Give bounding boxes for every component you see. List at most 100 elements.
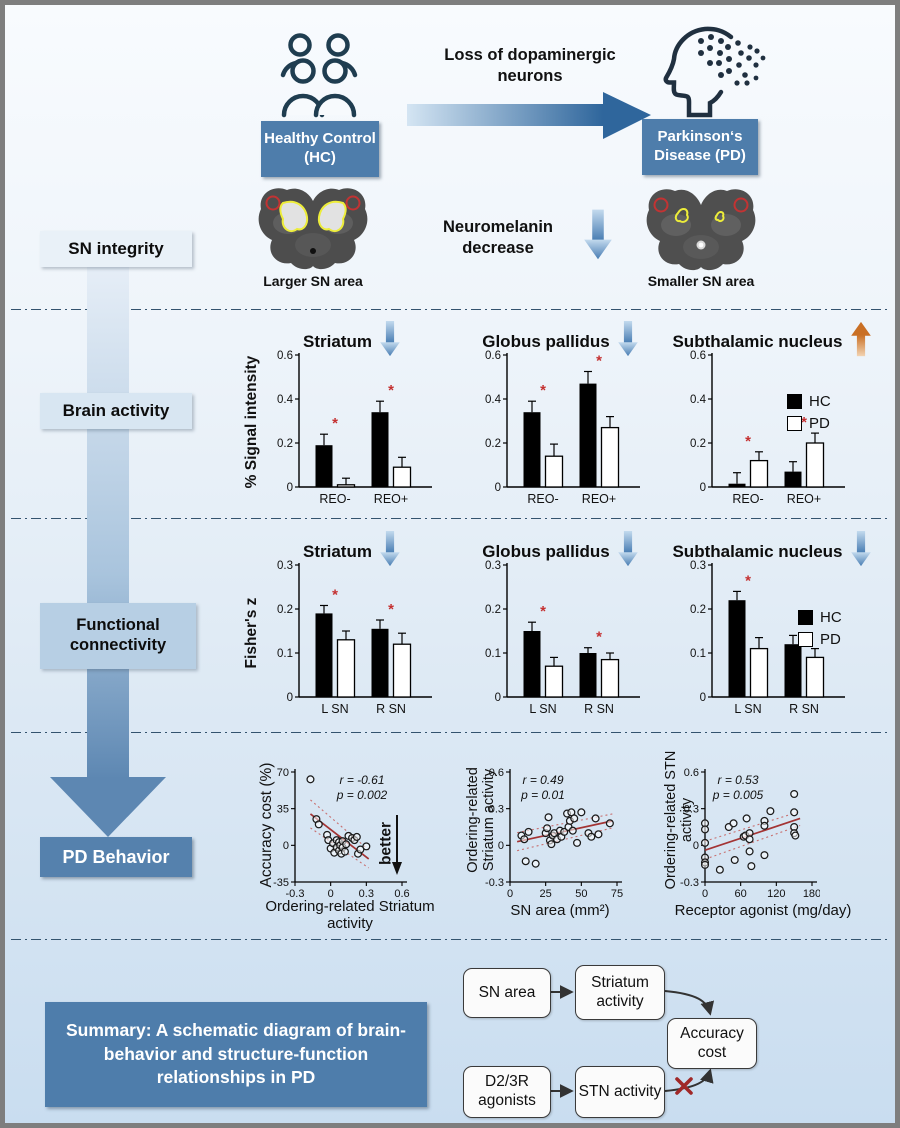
svg-text:*: * — [332, 586, 338, 603]
svg-text:r = -0.61: r = -0.61 — [339, 773, 384, 787]
brain-slice-hc — [258, 188, 368, 270]
svg-text:*: * — [388, 382, 394, 399]
svg-text:0.2: 0.2 — [485, 604, 501, 616]
neuromelanin-down-arrow-icon — [584, 209, 612, 260]
section-divider-2 — [11, 518, 889, 519]
larger-sn-caption: Larger SN area — [263, 273, 363, 289]
svg-text:0.4: 0.4 — [690, 394, 707, 406]
svg-text:0: 0 — [495, 692, 501, 704]
smaller-sn-caption: Smaller SN area — [647, 273, 755, 289]
bar-chart-fc-globus-pallidus: 0 0.1 0.2 0.3 L SN R SN * * — [485, 560, 640, 716]
svg-text:REO-: REO- — [732, 492, 763, 506]
chart-title-fc-subthalamic: Subthalamic nucleus — [647, 531, 895, 572]
svg-text:R SN: R SN — [376, 702, 406, 716]
fc-legend: HC PD — [798, 609, 842, 653]
svg-text:R SN: R SN — [789, 702, 819, 716]
svg-text:0.2: 0.2 — [277, 604, 293, 616]
red-cross-icon — [675, 1077, 693, 1095]
svg-text:r = 0.49: r = 0.49 — [522, 773, 563, 787]
svg-text:L SN: L SN — [321, 702, 348, 716]
flow-connectors — [551, 985, 715, 1098]
svg-text:0.6: 0.6 — [394, 888, 409, 900]
svg-text:0.6: 0.6 — [690, 350, 706, 362]
svg-text:180: 180 — [803, 888, 820, 900]
chart-title-ba-globus-pallidus: Globus pallidus — [453, 321, 668, 362]
svg-text:0.2: 0.2 — [690, 438, 706, 450]
svg-text:0: 0 — [495, 482, 501, 494]
legend-pd-swatch — [787, 416, 802, 431]
svg-text:REO+: REO+ — [582, 492, 616, 506]
svg-text:*: * — [745, 433, 751, 450]
flow-accuracy-cost-box: Accuracy cost — [667, 1018, 757, 1069]
svg-text:75: 75 — [611, 888, 623, 900]
healthy-control-label-box: Healthy Control (HC) — [261, 121, 379, 177]
svg-text:0.1: 0.1 — [277, 648, 293, 660]
scatter2-x-axis-label: SN area (mm²) — [510, 902, 610, 919]
scatter1-x-axis-label: Ordering-related Striatum activity — [265, 898, 435, 933]
svg-text:0: 0 — [702, 888, 708, 900]
svg-text:0.3: 0.3 — [485, 560, 501, 572]
brain-activity-label-box: Brain activity — [40, 393, 192, 429]
flow-sn-area-box: SN area — [463, 968, 551, 1018]
svg-text:0.2: 0.2 — [485, 438, 501, 450]
legend-hc-label: HC — [809, 393, 831, 410]
svg-text:0: 0 — [693, 840, 699, 852]
section-divider-1 — [11, 309, 889, 310]
legend-pd-label: PD — [809, 415, 830, 432]
svg-text:-0.3: -0.3 — [485, 877, 504, 889]
chart-title-ba-subthalamic: Subthalamic nucleus — [647, 321, 895, 362]
bar-chart-ba-globus-pallidus: 0 0.2 0.4 0.6 REO- REO+ * * — [485, 350, 640, 506]
svg-text:60: 60 — [735, 888, 747, 900]
svg-text:0.3: 0.3 — [277, 560, 293, 572]
legend-hc-swatch — [787, 394, 802, 409]
svg-text:0: 0 — [700, 692, 706, 704]
svg-text:0: 0 — [507, 888, 513, 900]
svg-text:0: 0 — [498, 840, 504, 852]
bar-chart-fc-subthalamic: 00.10.20.3L SNR SN** — [690, 560, 845, 716]
svg-text:*: * — [540, 603, 546, 620]
svg-text:*: * — [801, 414, 807, 431]
svg-text:50: 50 — [575, 888, 587, 900]
loss-of-neurons-label: Loss of dopaminergic neurons — [444, 46, 616, 85]
svg-text:0.3: 0.3 — [359, 888, 374, 900]
sn-integrity-label-box: SN integrity — [40, 231, 192, 267]
svg-text:0.6: 0.6 — [489, 767, 504, 779]
svg-text:0.3: 0.3 — [690, 560, 706, 572]
svg-text:r = 0.53: r = 0.53 — [717, 773, 758, 787]
trend-down-icon — [379, 321, 401, 362]
summary-box: Summary: A schematic diagram of brain-be… — [45, 1002, 427, 1107]
bar-chart-ba-subthalamic: 0 0.2 0.4 0.6 REO- REO+ * * — [690, 350, 845, 506]
section-divider-3 — [11, 732, 889, 733]
svg-text:0.4: 0.4 — [277, 394, 294, 406]
svg-text:REO+: REO+ — [374, 492, 408, 506]
svg-text:*: * — [540, 382, 546, 399]
svg-text:0.2: 0.2 — [277, 438, 293, 450]
svg-text:0.3: 0.3 — [489, 803, 504, 815]
scatter-accuracy-vs-striatum: -35 0 35 70 -0.3 0 0.3 0.6 r = -0.61p = 0.002 — [273, 767, 410, 900]
section-divider-4 — [11, 939, 889, 940]
svg-text:0.6: 0.6 — [485, 350, 501, 362]
legend-hc-swatch — [798, 610, 813, 625]
trend-down-icon — [850, 531, 872, 572]
svg-text:p = 0.002: p = 0.002 — [336, 788, 388, 802]
svg-text:0.6: 0.6 — [277, 350, 293, 362]
chart-title-fc-striatum: Striatum — [257, 531, 447, 572]
ba-y-axis-label: % Signal intensity — [243, 355, 260, 489]
svg-text:L SN: L SN — [734, 702, 761, 716]
cascade-down-arrow — [50, 265, 166, 837]
svg-text:0.2: 0.2 — [690, 604, 706, 616]
svg-text:*: * — [596, 629, 602, 646]
legend-hc-label: HC — [820, 609, 842, 626]
head-dots-icon — [663, 26, 766, 118]
svg-text:*: * — [745, 572, 751, 589]
svg-text:R SN: R SN — [584, 702, 614, 716]
svg-text:0: 0 — [283, 840, 289, 852]
scatter3-x-axis-label: Receptor agonist (mg/day) — [674, 902, 852, 919]
svg-text:0: 0 — [328, 888, 334, 900]
svg-text:0.6: 0.6 — [684, 767, 699, 779]
svg-text:p = 0.01: p = 0.01 — [520, 788, 565, 802]
svg-text:*: * — [596, 353, 602, 370]
svg-text:-0.3: -0.3 — [286, 888, 305, 900]
svg-text:0: 0 — [287, 692, 293, 704]
